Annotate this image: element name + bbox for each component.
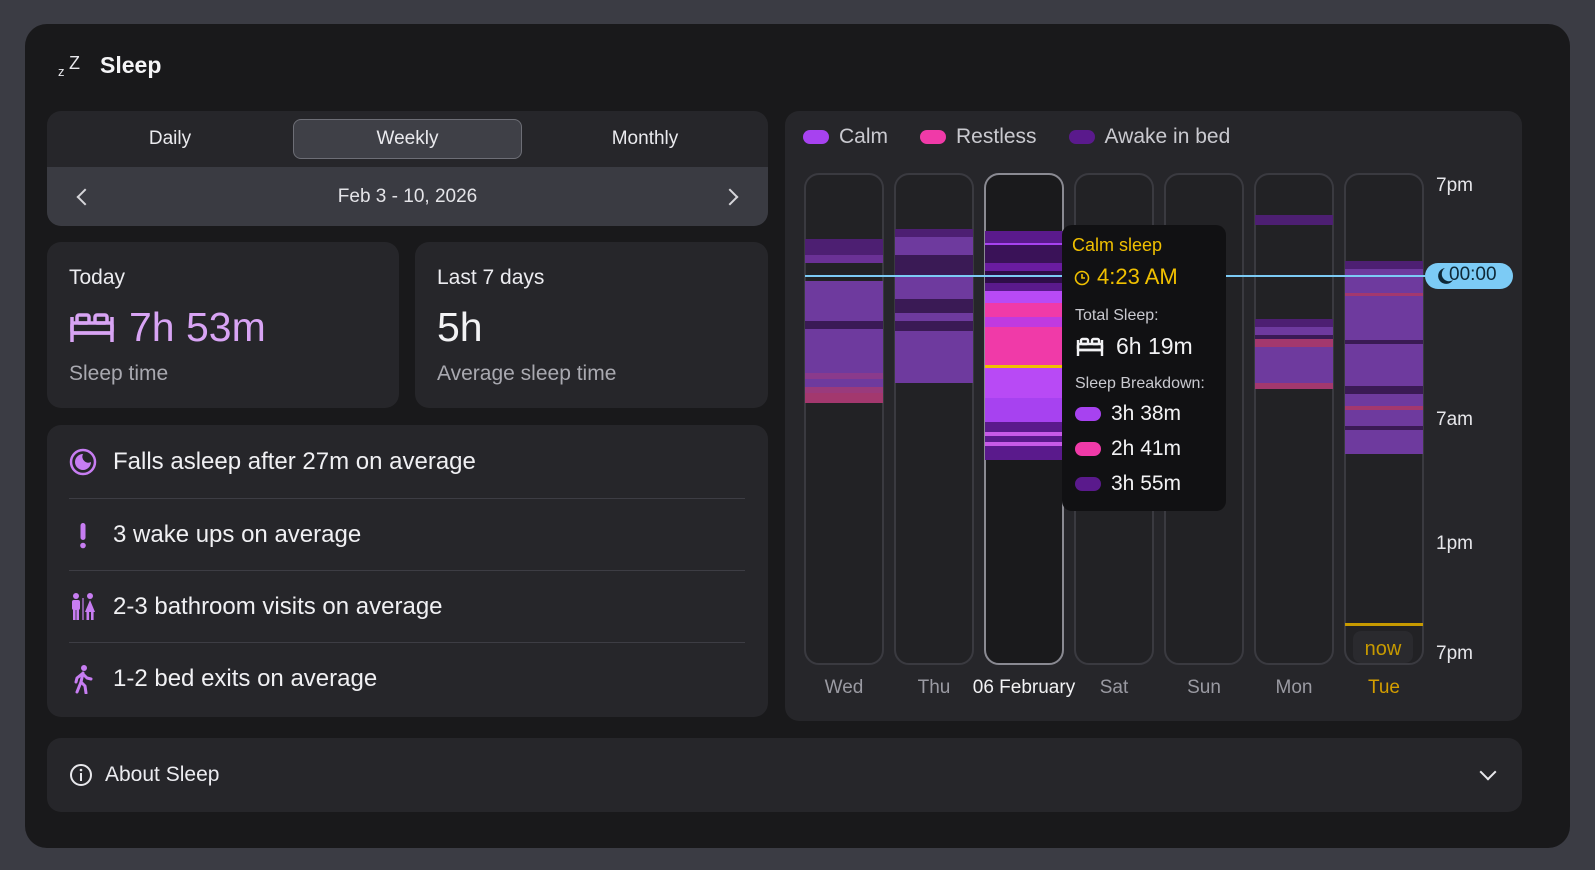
clock-hands [1081,274,1085,279]
date-range-label: Feb 3 - 10, 2026 [337,185,478,207]
legend-label: Awake in bed [1104,125,1231,148]
period-selector: Daily Weekly Monthly Feb 3 - 10, 2026 [47,111,768,226]
moon-icon [1438,268,1453,284]
x-label-thu: Thu [917,677,951,698]
day-column-06-february[interactable] [984,173,1064,665]
card-title: Sleep [100,52,162,78]
legend-swatch-calm [803,130,829,144]
tab-monthly[interactable]: Monthly [611,128,679,149]
fact-text: 1-2 bed exits on average [113,665,378,692]
last7-stat-card: Last 7 days 5h Average sleep time [415,242,768,408]
y-tick-1pm: 1pm [1436,533,1473,554]
chevron-down-icon[interactable] [1479,763,1497,781]
last7-subtitle: Average sleep time [437,362,617,385]
swatch-awake [1075,477,1101,491]
tooltip-time: 4:23 AM [1097,264,1178,289]
last7-title: Last 7 days [437,266,545,289]
chart-legend: Calm Restless Awake in bed [803,125,1230,149]
x-label-sun: Sun [1187,677,1221,698]
last7-sleep-value: 5h [437,304,483,350]
day-column-thu[interactable] [894,173,974,665]
tooltip-restless-value: 2h 41m [1111,437,1182,460]
x-label-tue: Tue [1367,677,1401,698]
day-column-tue[interactable] [1344,173,1424,665]
tooltip-title: Calm sleep [1072,235,1163,255]
fact-text: 2-3 bathroom visits on average [113,593,443,620]
walking-icon [74,665,93,694]
legend-label: Restless [956,125,1037,148]
bed-icon [1076,337,1104,356]
divider [69,498,745,499]
x-label-sat: Sat [1099,677,1129,698]
tooltip-total-label: Total Sleep: [1075,307,1159,324]
x-label-mon: Mon [1275,677,1313,698]
today-sleep-value: 7h 53m [129,304,266,350]
today-subtitle: Sleep time [69,362,169,385]
day-column-wed[interactable] [804,173,884,665]
fact-text: Falls asleep after 27m on average [113,448,476,475]
today-stat-card: Today 7h 53m Sleep time [47,242,399,408]
legend-item-calm: Calm [803,125,888,149]
chevron-left-icon[interactable] [76,188,94,205]
tooltip-awake-value: 3h 55m [1111,472,1182,495]
chevron-right-icon[interactable] [721,188,739,205]
tooltip-calm-value: 3h 38m [1111,402,1182,425]
legend-label: Calm [839,125,889,148]
y-tick-7pm-end: 7pm [1436,643,1473,664]
sleep-facts-list: Falls asleep after 27m on average 3 wake… [47,425,768,717]
fact-text: 3 wake ups on average [113,521,362,548]
x-label-wed: Wed [824,677,864,698]
tooltip-total-value: 6h 19m [1116,333,1193,359]
swatch-restless [1075,442,1101,456]
y-tick-7pm: 7pm [1436,175,1473,196]
about-sleep-header[interactable]: About Sleep [69,738,219,812]
divider [69,642,745,643]
tab-daily[interactable]: Daily [148,128,192,149]
list-item: Falls asleep after 27m on average [69,426,745,498]
bed-icon [70,312,114,342]
sleep-chart-panel: Calm Restless Awake in bed [785,111,1522,721]
now-label: now [1364,638,1402,660]
about-sleep-label: About Sleep [105,763,220,786]
divider [69,570,745,571]
legend-swatch-awake [1068,130,1095,144]
last7-value-row: 5h [437,304,483,351]
clock-icon [1074,270,1090,286]
moon-circle-icon [69,448,97,476]
time-marker-label: 00:00 [1449,264,1497,285]
exclamation-icon [80,523,86,549]
swatch-calm [1075,407,1101,421]
sleep-timeline-chart [804,173,1513,665]
tab-weekly[interactable]: Weekly [293,119,522,159]
date-range-bar: Feb 3 - 10, 2026 [47,167,768,226]
y-tick-7am: 7am [1436,409,1473,430]
x-label-06-february: 06 February [972,677,1076,698]
legend-item-restless: Restless [920,125,1037,149]
restroom-icon [72,593,95,620]
info-icon [70,764,92,786]
list-item: 1-2 bed exits on average [69,643,745,715]
tooltip [1062,225,1226,511]
about-sleep-accordion[interactable]: About Sleep [47,738,1522,812]
legend-swatch-restless [920,130,947,144]
today-value-row: 7h 53m [69,304,266,351]
today-title: Today [69,266,126,289]
list-item: 3 wake ups on average [69,499,745,571]
tooltip-breakdown-label: Sleep Breakdown: [1075,375,1205,392]
list-item: 2-3 bathroom visits on average [69,571,745,643]
legend-item-awake: Awake in bed [1068,125,1231,149]
now-badge [1353,631,1413,663]
day-column-mon[interactable] [1254,173,1334,665]
